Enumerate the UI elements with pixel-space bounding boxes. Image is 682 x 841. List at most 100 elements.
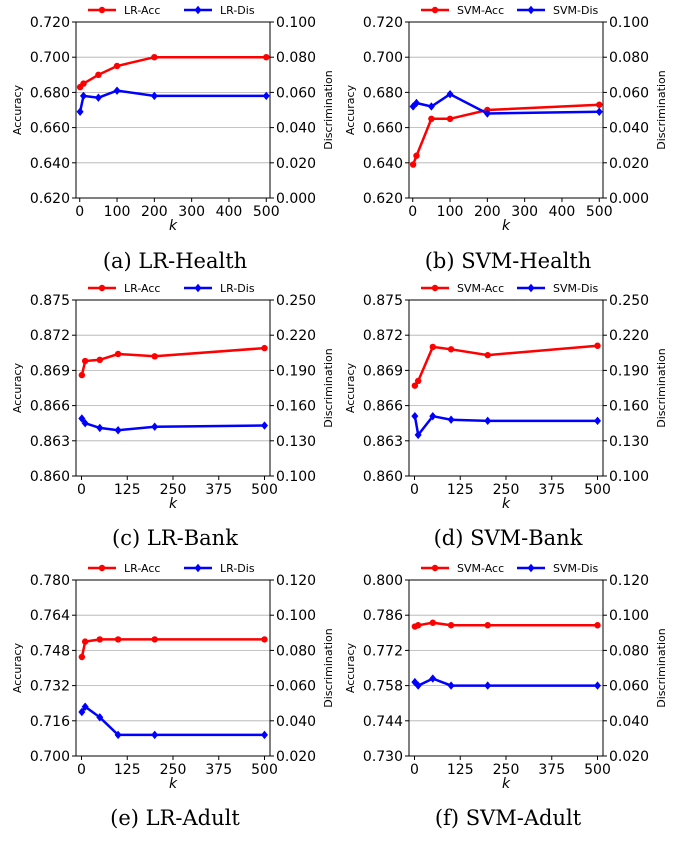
- y-right-axis-label: Discrimination: [322, 70, 335, 149]
- data-point: [484, 416, 492, 426]
- data-point: [81, 357, 89, 365]
- data-point: [150, 91, 158, 101]
- x-tick-label: 375: [205, 482, 232, 498]
- data-point: [429, 674, 437, 683]
- legend-marker: [194, 563, 202, 573]
- y-left-axis-label: Accuracy: [344, 84, 357, 135]
- y-right-tick-label: 0.080: [609, 50, 649, 66]
- y-left-tick-label: 0.700: [363, 50, 403, 66]
- series-line: [79, 55, 267, 88]
- legend-marker: [98, 284, 106, 292]
- series-line: [78, 89, 267, 113]
- y-left-tick-label: 0.866: [363, 399, 403, 415]
- data-point: [429, 619, 436, 626]
- data-point: [594, 416, 602, 426]
- y-left-tick-label: 0.700: [30, 749, 70, 765]
- data-point: [114, 426, 122, 435]
- plot-frame: [75, 21, 271, 199]
- y-right-tick-label: 0.100: [609, 608, 649, 624]
- data-point: [409, 102, 417, 111]
- series-line: [413, 414, 598, 438]
- caption-a: (a) LR-Health: [103, 249, 247, 273]
- data-point: [151, 636, 158, 643]
- data-point: [78, 707, 86, 717]
- legend-label: SVM-Acc: [457, 4, 504, 17]
- legend-label: LR-Acc: [124, 562, 160, 575]
- x-tick-label: 400: [216, 204, 243, 220]
- y-right-tick-label: 0.000: [609, 191, 649, 207]
- y-left-axis-label: Accuracy: [11, 84, 24, 135]
- y-left-tick-label: 0.660: [363, 121, 403, 137]
- y-right-tick-label: 0.060: [276, 85, 316, 101]
- legend-label: SVM-Dis: [553, 282, 598, 295]
- y-left-tick-label: 0.869: [363, 363, 403, 379]
- x-tick-label: 375: [538, 762, 565, 778]
- y-right-tick-label: 0.020: [276, 156, 316, 172]
- caption-d: (d) SVM-Bank: [434, 526, 583, 550]
- y-left-tick-label: 0.620: [363, 191, 403, 207]
- data-point: [446, 115, 454, 123]
- data-point: [429, 411, 437, 421]
- x-axis-label: k: [169, 776, 178, 792]
- legend-label: LR-Dis: [220, 282, 255, 295]
- series-line: [80, 638, 265, 658]
- y-right-tick-label: 0.040: [609, 714, 649, 730]
- y-right-tick-label: 0.160: [609, 399, 649, 415]
- y-left-tick-label: 0.620: [30, 191, 70, 207]
- x-tick-label: 200: [141, 204, 168, 220]
- data-point: [594, 342, 601, 349]
- data-point: [411, 382, 419, 389]
- y-right-tick-label: 0.060: [276, 679, 316, 695]
- x-tick-label: 0: [408, 204, 417, 220]
- y-right-tick-label: 0.100: [609, 15, 649, 31]
- x-axis-label: k: [502, 218, 511, 234]
- y-left-tick-label: 0.680: [363, 85, 403, 101]
- x-tick-label: 0: [77, 762, 86, 778]
- data-point: [94, 93, 102, 102]
- data-point: [429, 343, 436, 351]
- y-left-axis-label: Accuracy: [11, 362, 24, 413]
- x-tick-label: 375: [205, 762, 232, 778]
- x-axis-label: k: [502, 496, 511, 512]
- data-point: [114, 730, 122, 740]
- y-right-tick-label: 0.100: [276, 608, 316, 624]
- y-left-tick-label: 0.800: [363, 573, 403, 589]
- x-tick-label: 0: [410, 482, 419, 498]
- data-point: [76, 107, 84, 116]
- data-point: [78, 414, 86, 423]
- y-right-tick-label: 0.220: [609, 328, 649, 344]
- y-right-tick-label: 0.080: [276, 50, 316, 66]
- plot-frame: [75, 579, 271, 757]
- data-point: [596, 101, 603, 108]
- data-point: [81, 419, 89, 428]
- x-tick-label: 100: [104, 204, 131, 220]
- legend-label: LR-Dis: [220, 4, 255, 17]
- x-tick-label: 500: [584, 482, 611, 498]
- data-point: [414, 681, 422, 690]
- legend-label: LR-Dis: [220, 562, 255, 575]
- data-point: [96, 713, 104, 722]
- legend-marker: [194, 283, 202, 293]
- data-point: [412, 98, 420, 108]
- y-right-tick-label: 0.040: [609, 121, 649, 137]
- x-tick-label: 400: [549, 204, 576, 220]
- y-right-tick-label: 0.220: [276, 328, 316, 344]
- y-right-tick-label: 0.120: [609, 573, 649, 589]
- y-left-tick-label: 0.660: [30, 121, 70, 137]
- series-line: [414, 621, 598, 628]
- data-point: [411, 677, 419, 687]
- y-right-axis-label: Discrimination: [322, 628, 335, 707]
- data-point: [81, 638, 89, 645]
- y-right-tick-label: 0.060: [609, 679, 649, 695]
- legend-marker: [194, 5, 202, 15]
- data-point: [595, 107, 603, 116]
- panel-a: (a) LR-Health 0.620 0.000 0.640 0.020 0.660 0…: [11, 4, 335, 273]
- legend-label: SVM-Dis: [553, 562, 598, 575]
- y-left-tick-label: 0.860: [30, 469, 70, 485]
- y-right-tick-label: 0.000: [276, 191, 316, 207]
- data-point: [446, 89, 454, 99]
- data-point: [594, 622, 601, 629]
- legend-marker: [431, 284, 439, 292]
